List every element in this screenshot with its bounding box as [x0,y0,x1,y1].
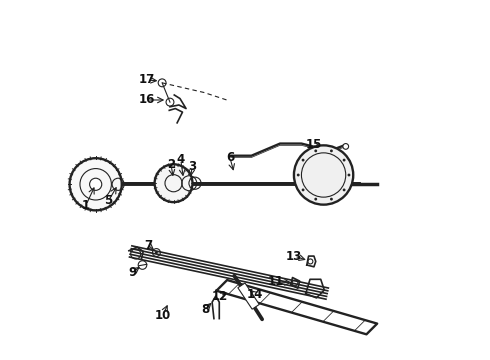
Circle shape [347,174,350,176]
Text: 10: 10 [155,309,171,321]
Circle shape [302,159,304,162]
Circle shape [330,149,333,152]
Circle shape [314,149,317,152]
Text: 8: 8 [201,303,209,316]
Circle shape [155,251,158,254]
Circle shape [343,159,345,162]
Text: 1: 1 [82,198,90,212]
Text: 6: 6 [226,151,234,165]
Circle shape [297,174,300,176]
Text: 4: 4 [176,153,185,166]
Circle shape [90,178,102,190]
Text: 2: 2 [167,158,175,171]
Circle shape [343,189,345,191]
Polygon shape [238,283,259,309]
Text: 3: 3 [188,160,196,173]
Text: 15: 15 [305,138,322,151]
Text: 17: 17 [139,73,155,86]
Text: 11: 11 [267,275,284,288]
Text: 13: 13 [286,249,302,262]
Circle shape [294,145,353,204]
Text: 12: 12 [212,289,228,303]
Circle shape [343,144,348,149]
Circle shape [330,198,333,201]
Text: 5: 5 [104,194,113,207]
Text: 9: 9 [129,266,137,279]
Circle shape [70,158,122,210]
Text: 16: 16 [139,94,155,107]
Circle shape [155,164,193,202]
Circle shape [314,198,317,201]
Circle shape [302,189,304,191]
Text: 14: 14 [247,288,263,301]
Text: 7: 7 [144,239,152,252]
